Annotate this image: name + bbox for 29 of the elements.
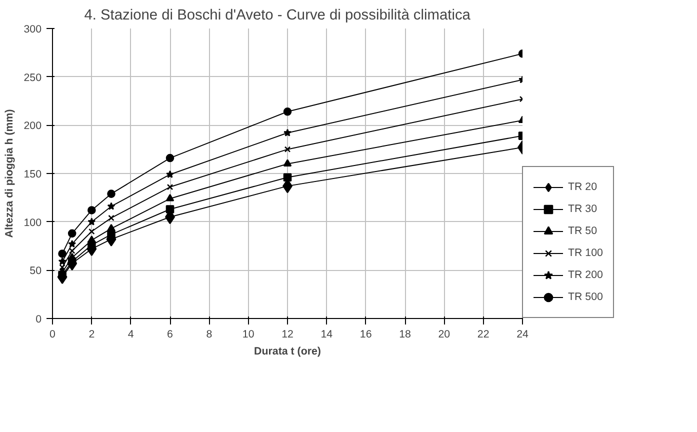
- y-tick-label: 250: [24, 72, 42, 84]
- x-tick-label: 22: [477, 328, 490, 340]
- y-tick-label: 100: [24, 216, 42, 229]
- chart-title: 4. Stazione di Boschi d'Aveto - Curve di possibilità climatica: [84, 8, 472, 24]
- x-tick-label: 8: [206, 328, 212, 340]
- y-tick-label: 50: [30, 265, 42, 278]
- x-tick-label: 0: [50, 328, 56, 340]
- x-tick-label: 24: [516, 328, 528, 340]
- legend-label: TR 100: [568, 247, 603, 259]
- legend-label: TR 30: [568, 203, 598, 215]
- x-tick-label: 10: [242, 328, 254, 340]
- x-axis-title: Durata t (ore): [254, 346, 322, 358]
- y-tick-label: 0: [36, 314, 42, 326]
- x-tick-label: 6: [167, 328, 174, 340]
- x-tick-label: 16: [360, 328, 372, 340]
- x-tick-label: 12: [282, 328, 294, 340]
- x-tick-label: 14: [320, 328, 333, 340]
- legend-label: TR 50: [568, 225, 598, 237]
- x-tick-label: 4: [128, 328, 134, 340]
- x-tick-label: 18: [399, 328, 411, 340]
- legend-label: TR 200: [568, 269, 603, 281]
- legend-label: TR 500: [568, 291, 603, 303]
- y-tick-label: 150: [24, 168, 42, 180]
- legend-label: TR 20: [568, 181, 598, 193]
- x-tick-label: 2: [88, 328, 95, 340]
- y-axis-title: Altezza di pioggia h (mm): [4, 108, 16, 238]
- y-tick-label: 300: [24, 24, 42, 36]
- y-tick-label: 200: [24, 120, 42, 132]
- x-tick-label: 20: [438, 328, 450, 340]
